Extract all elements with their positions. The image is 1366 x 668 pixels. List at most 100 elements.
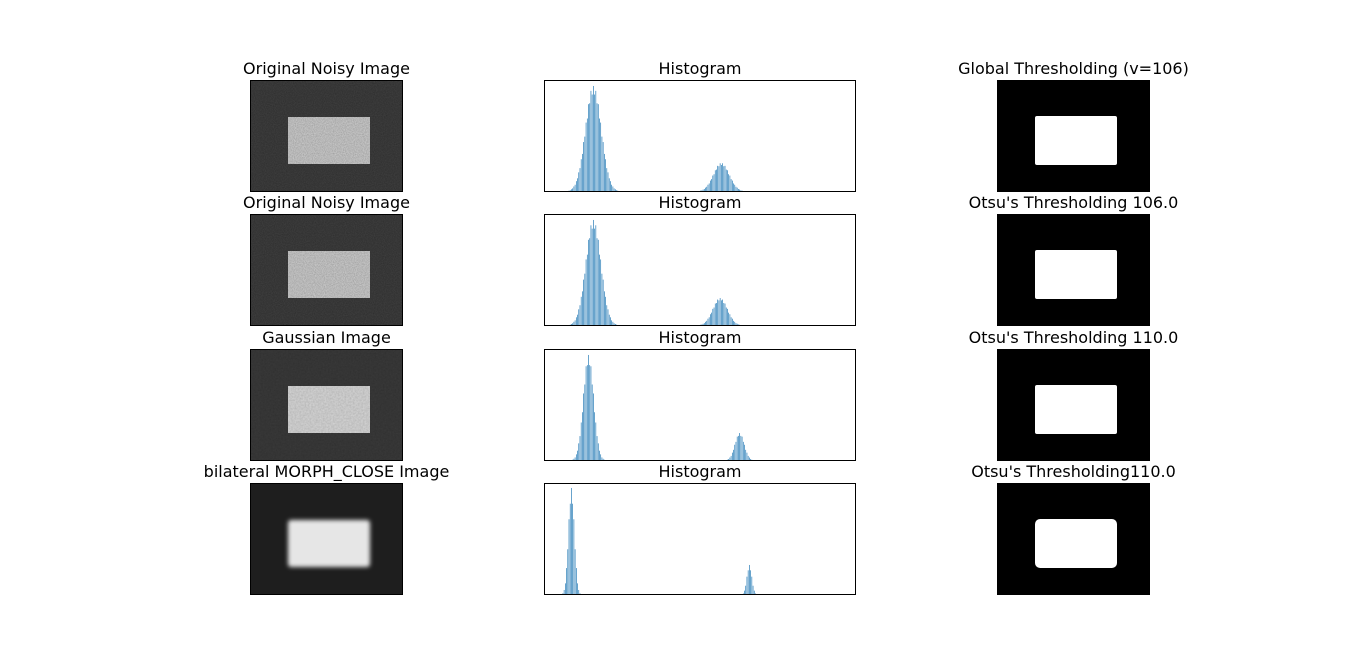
histogram-bar [606,305,608,326]
source-image-title: Gaussian Image [262,328,391,347]
threshold-image-title: Otsu's Thresholding 110.0 [969,328,1179,347]
histogram-bar [717,165,719,192]
histogram-frame [544,349,856,461]
histogram-bar [601,457,603,461]
histogram-bar [728,312,729,326]
histogram-bar [566,568,567,595]
threshold-foreground [1035,250,1117,299]
histogram-bar [588,104,589,192]
histogram-bar [574,184,576,192]
histogram-bar [734,444,736,461]
histogram-bar [736,187,738,192]
bright-rectangle [288,520,370,567]
histogram-bar [595,225,597,326]
histogram-bar [569,503,571,595]
source-image-panel [250,80,403,192]
histogram-bar [577,178,578,192]
panels: Original Noisy Image Histogram Global Thre… [204,59,1189,595]
histogram-bar [713,307,715,326]
histogram-bar [610,317,611,326]
histogram-bar [705,187,706,192]
histogram-bar [594,228,595,326]
histogram-title: Histogram [659,193,742,212]
histogram-bar [710,180,711,192]
histogram-bar [746,576,748,595]
histogram-bar [745,449,747,461]
histogram-frame [544,483,856,595]
source-image [250,214,403,326]
histogram-bar [750,570,751,595]
histogram-bar [611,184,612,192]
histogram-bar [597,104,599,192]
histogram-bar [572,188,573,192]
histogram-bar [573,458,575,461]
histogram-bar [574,457,576,461]
threshold-foreground [1035,519,1117,568]
histogram-bar [613,323,615,326]
histogram-bar [734,321,736,326]
histogram-bar [575,568,577,595]
histogram-bar [713,174,715,192]
histogram-bar [596,238,598,326]
histogram-bar [579,436,581,461]
histogram-bar [749,457,750,461]
source-image-title: Original Noisy Image [243,193,410,212]
histogram-bar [736,323,738,326]
histogram-bar [596,103,598,192]
histogram-bar [722,163,723,192]
histogram-bar [614,189,616,192]
histogram-bar [706,186,708,192]
histogram-bar [745,585,747,595]
histogram-bar [604,291,605,326]
histogram-bars [555,85,788,192]
histogram-bar [736,436,738,461]
histogram-bar [583,393,584,461]
histogram-bar [610,181,611,192]
histogram-bar [735,441,737,461]
histogram-frame [544,214,856,326]
histogram-bar [703,323,705,326]
histogram-bar [712,175,714,192]
histogram-bar [575,181,577,192]
histogram-bar [580,296,582,326]
histogram-bar [582,412,583,461]
histogram-bar [723,166,725,192]
histogram-title: Histogram [659,462,742,481]
histogram-bar [608,178,610,192]
histogram-bar [583,142,584,192]
threshold-image-panel [997,214,1150,326]
histogram-bar [716,169,717,192]
histogram-bar [714,303,716,326]
histogram-bar [734,184,736,192]
histogram-bar [586,365,588,461]
histogram-bar [572,323,573,326]
histogram-bar [582,291,583,326]
histogram-bar [727,308,728,326]
histogram-bar [735,323,737,326]
histogram-bar [579,168,581,192]
histogram-bar [573,321,575,326]
histogram-bar [714,170,716,192]
histogram-bar [741,436,743,461]
histogram-bar [577,583,578,595]
histogram-bar [575,317,577,326]
histogram-bar [707,184,709,192]
histogram-bar [571,189,572,192]
histogram-bar [719,163,721,192]
histogram-bar [584,273,586,326]
histogram-bar [718,166,720,192]
histogram-bar [710,314,711,326]
histogram-bar [577,314,578,326]
histogram-title: Histogram [659,59,742,78]
source-image [250,349,403,461]
bright-rectangle [288,386,370,433]
histogram-bar [747,570,749,595]
histogram-bar [580,422,582,461]
threshold-foreground [1035,116,1117,165]
histogram-bar [567,549,569,595]
histogram-bar [602,142,604,192]
histogram-bar [612,321,614,326]
histogram-bar [705,321,706,326]
histogram-bar [597,443,599,461]
histogram-bar [719,298,721,326]
